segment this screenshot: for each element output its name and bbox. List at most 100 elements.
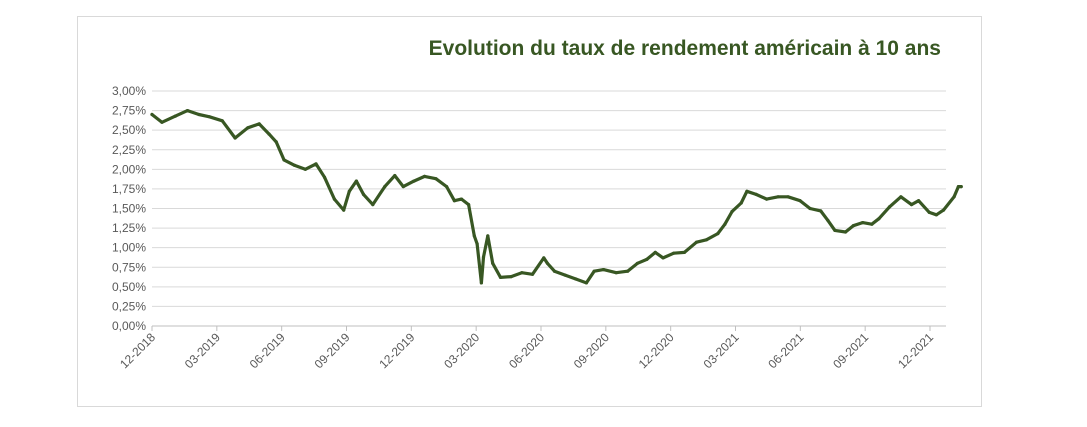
data-point: [185, 109, 190, 113]
data-point: [274, 140, 278, 144]
data-point: [704, 238, 709, 242]
y-tick-label: 0,75%: [112, 260, 146, 274]
x-tick-label: 03-2020: [441, 330, 482, 371]
data-point: [434, 177, 438, 181]
y-tick-label: 2,75%: [112, 104, 146, 118]
data-point: [927, 210, 931, 214]
data-point: [347, 189, 351, 193]
y-tick-label: 1,00%: [112, 241, 146, 255]
data-point: [393, 174, 397, 178]
series-line: [150, 109, 963, 285]
data-point: [614, 271, 618, 275]
y-tick-label: 0,50%: [112, 280, 146, 294]
data-point: [173, 114, 177, 118]
data-point: [739, 201, 743, 205]
x-tick-label: 12-2021: [895, 330, 936, 371]
data-point: [952, 195, 956, 199]
data-point: [282, 158, 286, 162]
data-point: [486, 234, 490, 238]
data-point: [150, 112, 154, 117]
data-point: [220, 119, 224, 123]
x-tick-label: 03-2021: [701, 330, 742, 371]
data-point: [672, 251, 676, 255]
data-point: [481, 255, 486, 259]
data-point: [776, 195, 780, 199]
data-point: [361, 192, 366, 196]
data-point: [833, 228, 837, 232]
y-tick-label: 3,00%: [112, 84, 146, 98]
data-point: [314, 162, 318, 166]
data-point: [445, 185, 449, 189]
x-tick-label: 12-2019: [376, 330, 417, 371]
data-point: [491, 261, 495, 265]
y-tick-label: 1,25%: [112, 221, 146, 235]
data-point: [887, 205, 892, 209]
data-point: [322, 175, 327, 179]
data-point: [956, 185, 961, 189]
data-point: [354, 179, 358, 183]
x-tick-label: 09-2019: [312, 330, 353, 371]
data-point: [808, 206, 812, 211]
y-tick-label: 0,00%: [112, 319, 146, 333]
data-point: [332, 197, 336, 201]
y-tick-label: 1,75%: [112, 182, 146, 196]
data-point: [745, 189, 749, 193]
y-tick-label: 0,25%: [112, 299, 146, 313]
x-tick-label: 09-2021: [830, 330, 871, 371]
data-point: [207, 115, 212, 119]
data-point: [592, 269, 596, 273]
data-point: [545, 261, 549, 265]
data-point: [574, 277, 578, 281]
data-point: [542, 256, 546, 260]
y-tick-label: 1,50%: [112, 202, 146, 216]
x-tick-label: 09-2020: [571, 330, 612, 371]
data-point: [459, 197, 464, 201]
y-tick-label: 2,25%: [112, 143, 146, 157]
data-point: [653, 250, 657, 254]
data-point: [233, 136, 237, 140]
data-point: [626, 269, 630, 273]
data-point: [909, 203, 914, 207]
data-point: [401, 185, 405, 189]
data-point: [959, 185, 963, 189]
data-point: [917, 199, 921, 203]
data-point: [584, 281, 588, 285]
plot-area: [150, 109, 963, 285]
data-point: [412, 179, 416, 183]
data-point: [798, 199, 802, 203]
x-tick-label: 06-2019: [247, 330, 288, 371]
chart-frame: Evolution du taux de rendement américain…: [77, 16, 982, 407]
chart-title: Evolution du taux de rendement américain…: [428, 37, 941, 60]
data-point: [765, 197, 769, 201]
data-point: [423, 174, 427, 178]
data-point: [371, 203, 375, 207]
x-tick-label: 03-2019: [182, 330, 223, 371]
data-point: [601, 268, 606, 272]
data-point: [877, 217, 881, 221]
y-tick-label: 2,50%: [112, 123, 146, 137]
data-point: [635, 261, 640, 265]
data-point: [694, 240, 699, 244]
data-point: [498, 275, 503, 279]
data-point: [843, 230, 848, 234]
data-point: [303, 167, 307, 171]
data-point: [160, 120, 164, 124]
data-point: [716, 232, 720, 236]
data-point: [293, 163, 297, 167]
data-point: [682, 250, 687, 254]
data-point: [934, 213, 939, 217]
x-tick-label: 06-2020: [506, 330, 547, 371]
data-point: [383, 185, 387, 189]
data-point: [826, 218, 830, 222]
data-point: [899, 195, 903, 199]
data-point: [472, 234, 476, 238]
line-chart: 0,00% 0,25% 0,50% 0,75% 1,00% 1,25% 1,50% 1,75%…: [112, 84, 963, 371]
data-point: [754, 192, 758, 196]
data-point: [257, 122, 261, 126]
data-point: [870, 222, 874, 226]
data-point: [267, 132, 271, 136]
data-point: [479, 281, 483, 285]
data-point: [563, 273, 567, 277]
data-point: [342, 208, 346, 212]
data-point: [819, 209, 823, 213]
